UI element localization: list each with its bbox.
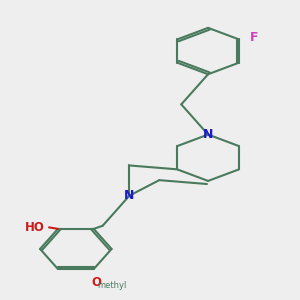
Text: O: O	[92, 277, 102, 290]
Text: F: F	[250, 31, 258, 44]
Text: HO: HO	[25, 221, 45, 234]
Text: N: N	[124, 189, 135, 202]
Text: methyl: methyl	[97, 281, 126, 290]
Text: N: N	[203, 128, 213, 141]
